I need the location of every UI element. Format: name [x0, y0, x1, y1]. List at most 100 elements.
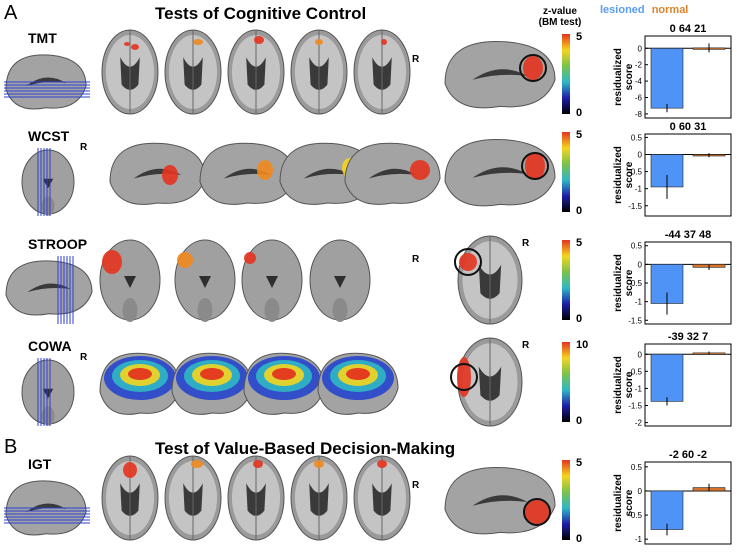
test-label: STROOP: [28, 236, 88, 252]
y-axis-label: residualizedscore: [613, 48, 635, 106]
roi-circle: [450, 363, 478, 391]
bar-lesioned: [650, 490, 684, 530]
row-cowa: COWA R R 10 0 -39 32 7 0 -0.5 -1 -1.5 -2 residualiz…: [0, 330, 737, 430]
axial-brain-slice: [164, 29, 222, 115]
bar-normal: [692, 487, 726, 492]
legend-lesioned: lesioned: [600, 4, 645, 16]
colorbar: [562, 342, 570, 422]
y-tick-label: -1: [635, 298, 643, 307]
panel-a-title: Tests of Cognitive Control: [155, 4, 367, 23]
sagittal-brain-slice: [5, 260, 93, 316]
y-tick-label: -1: [635, 384, 643, 393]
lesion-overlay: [104, 356, 176, 400]
y-tick-label: -1: [635, 535, 643, 544]
colorbar-min: 0: [576, 107, 582, 119]
sagittal-brain-slice: [344, 142, 441, 205]
legend-normal: normal: [651, 4, 689, 16]
colorbar-max: 5: [576, 457, 582, 469]
y-tick-label: 0: [638, 260, 643, 269]
panel-b-letter: B: [4, 436, 18, 458]
y-axis-label: residualizedscore: [613, 474, 635, 532]
colorbar-max: 5: [576, 237, 582, 249]
roi-circle: [454, 248, 482, 276]
colorbar-title: z-value (BM test): [530, 6, 590, 28]
orientation-r: R: [412, 480, 420, 491]
row-stroop: STROOP R R 5 0 -44 37 48 0.5 0 -0.5 -1 -1.5 residua…: [0, 228, 737, 328]
legend: lesioned normal: [600, 4, 688, 16]
y-tick-label: -8: [635, 110, 643, 119]
sagittal-brain-slice: [444, 41, 556, 109]
axial-brain-slice: [353, 455, 411, 541]
y-tick-label: -1: [635, 185, 643, 194]
roi-circle: [523, 498, 551, 526]
y-tick-label: -1.5: [628, 202, 642, 211]
y-tick-label: -4: [635, 77, 643, 86]
lesion-overlay: [176, 356, 248, 400]
y-axis-label: residualizedscore: [613, 254, 635, 312]
mni-coordinates: -2 60 -2: [669, 449, 707, 461]
bar-lesioned: [650, 154, 684, 188]
plot-frame: [644, 461, 732, 545]
test-label: TMT: [28, 30, 57, 46]
orientation-r: R: [522, 340, 530, 351]
y-tick-label: 0.5: [631, 133, 643, 142]
orientation-r: R: [80, 142, 88, 153]
mni-coordinates: -44 37 48: [665, 229, 711, 241]
bar-lesioned: [650, 353, 684, 402]
orientation-r: R: [412, 54, 420, 65]
coronal-brain-slice: [21, 149, 75, 216]
y-tick-label: -1.5: [628, 402, 642, 411]
coronal-brain-slice: [309, 239, 371, 322]
coronal-brain-slice: [99, 239, 161, 322]
orientation-r: R: [412, 254, 420, 265]
test-label: WCST: [28, 128, 70, 144]
roi-circle: [519, 54, 547, 82]
axial-brain-slice: [227, 455, 285, 541]
y-tick-label: 0: [638, 151, 643, 160]
mni-coordinates: 0 60 31: [670, 121, 707, 133]
y-tick-label: -1.5: [628, 316, 642, 325]
colorbar-title-line1: z-value: [543, 6, 577, 17]
plot-frame: [644, 133, 732, 217]
bar-normal: [692, 47, 726, 50]
axial-brain-slice: [290, 455, 348, 541]
y-tick-label: 0.5: [631, 242, 643, 251]
colorbar: [562, 132, 570, 212]
orientation-r: R: [80, 352, 88, 363]
y-tick-label: -0.5: [628, 511, 642, 520]
sagittal-brain-slice: [444, 467, 556, 535]
mni-coordinates: -39 32 7: [668, 331, 708, 343]
mni-coordinates: 0 64 21: [670, 23, 707, 35]
axial-brain-slice: [227, 29, 285, 115]
axial-brain-slice: [457, 235, 523, 325]
colorbar-min: 0: [576, 415, 582, 427]
row-tmt: TMT R 5 0 0 64 21 0 -2 -4 -6 -8 residualizedscore: [0, 22, 737, 122]
lesion-overlay: [322, 356, 394, 400]
roi-circle: [521, 152, 549, 180]
coronal-brain-slice: [241, 239, 303, 322]
bar-normal: [692, 352, 726, 355]
lesion-overlay: [248, 356, 320, 400]
bar-lesioned: [650, 264, 684, 304]
y-tick-label: -2: [635, 419, 643, 428]
y-axis-label: residualizedscore: [613, 146, 635, 204]
colorbar: [562, 460, 570, 540]
colorbar-max: 5: [576, 129, 582, 141]
bar-normal: [692, 264, 726, 268]
row-igt: IGT R 5 0 -2 60 -2 0.5 0 -0.5 -1 residualizedscor…: [0, 448, 737, 548]
colorbar-min: 0: [576, 313, 582, 325]
plot-frame: [644, 241, 732, 325]
brain-images: R 5 0: [4, 29, 582, 119]
test-label: IGT: [28, 456, 52, 472]
sagittal-brain-slice: [109, 142, 206, 205]
y-tick-label: 0: [638, 487, 643, 496]
panel-b-title: Test of Value-Based Decision-Making: [155, 439, 456, 458]
axial-brain-slice: [457, 337, 523, 427]
y-tick-label: 0: [638, 44, 643, 53]
y-tick-label: 0.5: [631, 463, 643, 472]
colorbar-min: 0: [576, 533, 582, 545]
axial-brain-slice: [101, 455, 159, 541]
y-tick-label: -2: [635, 61, 643, 70]
colorbar-max: 10: [576, 339, 588, 351]
axial-brain-slice: [164, 455, 222, 541]
